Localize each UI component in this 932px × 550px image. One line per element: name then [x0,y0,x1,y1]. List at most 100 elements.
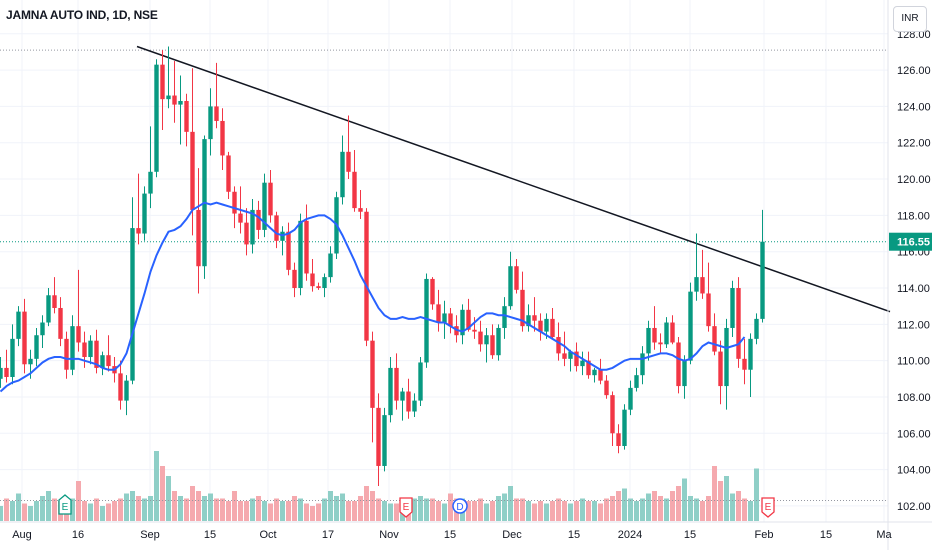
currency-button[interactable]: INR [893,6,927,32]
volume-bar [142,498,147,521]
candles [0,46,765,486]
volume-bar [502,493,507,521]
candle-body [526,315,531,327]
volume-bar [754,468,759,521]
volume-bar [256,496,261,521]
volume-bar [658,496,663,521]
earnings-marker[interactable]: E [399,497,413,518]
volume-bar [190,486,195,521]
volume-bar [88,503,93,521]
candle-body [28,358,33,365]
volume-bar [16,493,21,521]
moving-average-group [0,201,746,393]
volume-bar [550,501,555,521]
volume-bar [280,501,285,521]
candle [712,313,717,356]
candle [568,349,573,372]
candle [76,269,81,352]
candle-body [226,155,231,192]
last-price-badge: 116.55 [889,232,932,251]
candle [580,351,585,376]
candle-body [418,362,423,401]
volume-bar [352,501,357,521]
candle [52,277,57,314]
volume-bar [508,486,513,521]
y-tick-label: 112.00 [897,319,930,331]
candle [484,327,489,363]
volume-bar [52,498,57,521]
candle [436,289,441,332]
x-tick-label: 2024 [618,529,642,541]
candle [352,150,357,212]
candle [400,387,405,421]
moving-average-line [0,201,746,393]
volume-bar [136,496,141,521]
candle [10,324,15,385]
candle [40,315,45,348]
candle [22,298,27,374]
candle [610,391,615,446]
time-axis[interactable]: Aug 16 Sep 15 Oct 17 Nov 15 Dec 15 2024 15 Feb 15 Ma [0,521,932,541]
candle [136,173,141,245]
dividend-marker[interactable]: D [452,498,468,514]
candle [346,115,351,180]
x-tick-label: Nov [379,529,399,541]
volume-bar [232,491,237,521]
candle [322,273,327,298]
candle [424,273,429,368]
x-tick-label: 15 [204,529,216,541]
volume-bar [556,498,561,521]
x-tick-label: Dec [502,529,522,541]
symbol-title[interactable]: JAMNA AUTO IND, 1D, NSE [6,8,158,22]
candle-body [748,338,753,370]
volume-bar [652,491,657,521]
candle-body [430,278,435,305]
earnings-marker[interactable]: E [761,497,775,518]
candle-body [676,342,681,387]
x-tick-label: Oct [259,529,276,541]
volume-bar [106,503,111,521]
candle-body [310,273,315,287]
candle [550,307,555,339]
volume-bar [622,488,627,521]
volume-bar [670,491,675,521]
candle [274,211,279,249]
volume-bar [592,501,597,521]
candle-body [124,380,129,401]
earnings-marker[interactable]: E [58,494,72,515]
candle [4,349,9,383]
candle-body [598,369,603,381]
candle-body [340,151,345,198]
volume-bar [382,501,387,521]
volume-bar [676,486,681,521]
candle-body [724,327,729,387]
candle-body [178,100,183,105]
volume-bar [598,503,603,521]
candle [376,393,381,486]
volume-bar [664,498,669,521]
volume-bar [4,498,9,521]
candle-body [136,228,141,234]
y-tick-label: 110.00 [897,356,930,368]
volume-bar [286,501,291,521]
volume-bar [196,491,201,521]
candle-body [466,309,471,330]
candle-body [16,311,21,339]
volume-bar [532,503,537,521]
candle [622,404,627,450]
candle [262,173,267,238]
candle [640,346,645,385]
candle [604,375,609,399]
price-axis[interactable]: 128.00126.00124.00122.00120.00118.00116.… [887,0,932,550]
candle-body [520,289,525,327]
volume-bar [730,493,735,521]
volume-bar [544,503,549,521]
candle-body [382,415,387,466]
candle [34,327,39,367]
candle [682,355,687,399]
candle-body [214,106,219,121]
candle-body [742,358,747,370]
y-tick-label: 104.00 [897,465,931,477]
